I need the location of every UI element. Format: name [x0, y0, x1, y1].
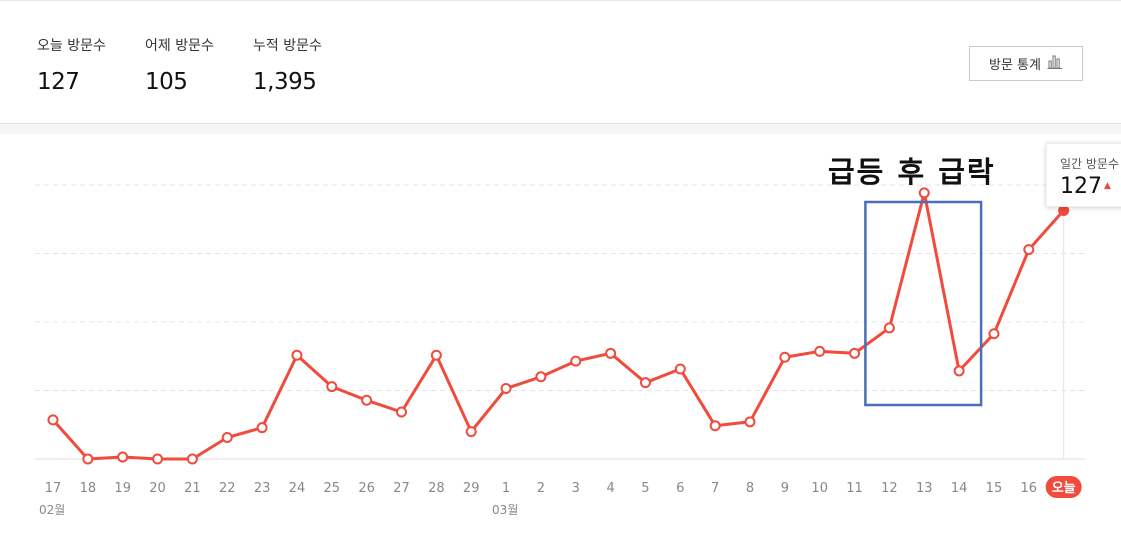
x-tick-label: 1	[502, 481, 510, 496]
stats-panel: 오늘 방문수 127 어제 방문수 105 누적 방문수 1,395 방문 통계	[0, 0, 1121, 124]
x-tick-label: 14	[951, 481, 968, 496]
x-tick-label: 20	[149, 481, 166, 496]
x-tick-label: 18	[80, 481, 97, 496]
data-point	[639, 377, 651, 389]
data-point	[430, 349, 442, 361]
x-tick-label: 17	[45, 481, 62, 496]
stat-total: 누적 방문수 1,395	[253, 35, 322, 95]
stat-total-value: 1,395	[253, 69, 317, 95]
data-point	[709, 420, 721, 432]
spike-highlight-box	[864, 200, 983, 407]
data-point	[465, 426, 477, 438]
data-point	[500, 383, 512, 395]
visit-stats-button[interactable]: 방문 통계	[969, 46, 1083, 81]
stat-yesterday-label: 어제 방문수	[145, 38, 214, 54]
data-point	[326, 381, 338, 393]
stat-today-label: 오늘 방문수	[37, 38, 106, 54]
x-tick-label: 15	[986, 481, 1003, 496]
data-point	[1023, 244, 1035, 256]
x-tick-label: 3	[572, 481, 580, 496]
daily-visits-tooltip: 일간 방문수 127 ▲	[1046, 143, 1121, 207]
data-point	[605, 347, 617, 359]
data-point	[744, 416, 756, 428]
x-tick-label: 23	[254, 481, 271, 496]
data-point	[291, 349, 303, 361]
month-label: 03월	[492, 503, 518, 517]
chart-panel	[0, 134, 1121, 550]
spike-annotation: 급등 후 급락	[828, 155, 996, 189]
data-point	[152, 453, 164, 465]
data-point	[361, 394, 373, 406]
today-badge	[1045, 476, 1082, 498]
x-tick-label: 9	[781, 481, 789, 496]
data-point	[82, 453, 94, 465]
x-tick-label: 24	[289, 481, 306, 496]
x-tick-label: 13	[916, 481, 933, 496]
x-tick-label: 10	[811, 481, 828, 496]
x-tick-label: 2	[537, 481, 545, 496]
x-tick-label: 22	[219, 481, 236, 496]
data-point	[814, 345, 826, 357]
data-point	[883, 322, 895, 334]
x-tick-label: 19	[114, 481, 131, 496]
data-point	[849, 347, 861, 359]
visit-stats-button-label: 방문 통계	[989, 58, 1041, 73]
data-point	[918, 187, 930, 199]
x-tick-label: 16	[1021, 481, 1038, 496]
stat-today-value: 127	[37, 69, 80, 95]
data-point	[186, 453, 198, 465]
stat-total-label: 누적 방문수	[253, 38, 322, 54]
up-triangle-icon: ▲	[1104, 181, 1111, 191]
data-point	[570, 355, 582, 367]
data-point	[988, 328, 1000, 340]
x-tick-label: 4	[606, 481, 614, 496]
stat-today: 오늘 방문수 127	[37, 35, 106, 95]
x-tick-label: 27	[393, 481, 410, 496]
data-point-today	[1058, 204, 1070, 216]
tooltip-value: 127	[1060, 174, 1102, 199]
x-tick-label: 26	[358, 481, 375, 496]
bar-chart-icon	[1047, 55, 1063, 73]
x-tick-label: 12	[881, 481, 898, 496]
data-point	[779, 351, 791, 363]
data-point	[535, 371, 547, 383]
data-point	[953, 365, 965, 377]
x-tick-label-today: 오늘	[1052, 481, 1076, 496]
x-tick-label: 8	[746, 481, 754, 496]
data-point	[221, 431, 233, 443]
x-tick-label: 11	[846, 481, 863, 496]
stat-yesterday: 어제 방문수 105	[145, 35, 214, 95]
x-tick-label: 28	[428, 481, 445, 496]
x-tick-label: 21	[184, 481, 201, 496]
x-tick-label: 25	[324, 481, 341, 496]
month-label: 02월	[39, 503, 65, 517]
data-point	[47, 414, 59, 426]
data-point	[256, 422, 268, 434]
stat-yesterday-value: 105	[145, 69, 188, 95]
tooltip-title: 일간 방문수	[1060, 157, 1120, 171]
data-point	[396, 406, 407, 418]
series-line	[51, 191, 1065, 461]
x-tick-label: 7	[711, 481, 719, 496]
x-tick-label: 29	[463, 481, 480, 496]
data-point	[674, 363, 686, 375]
data-point	[117, 451, 129, 463]
x-tick-label: 5	[641, 481, 649, 496]
x-tick-label: 6	[676, 481, 684, 496]
section-divider	[0, 124, 1121, 134]
